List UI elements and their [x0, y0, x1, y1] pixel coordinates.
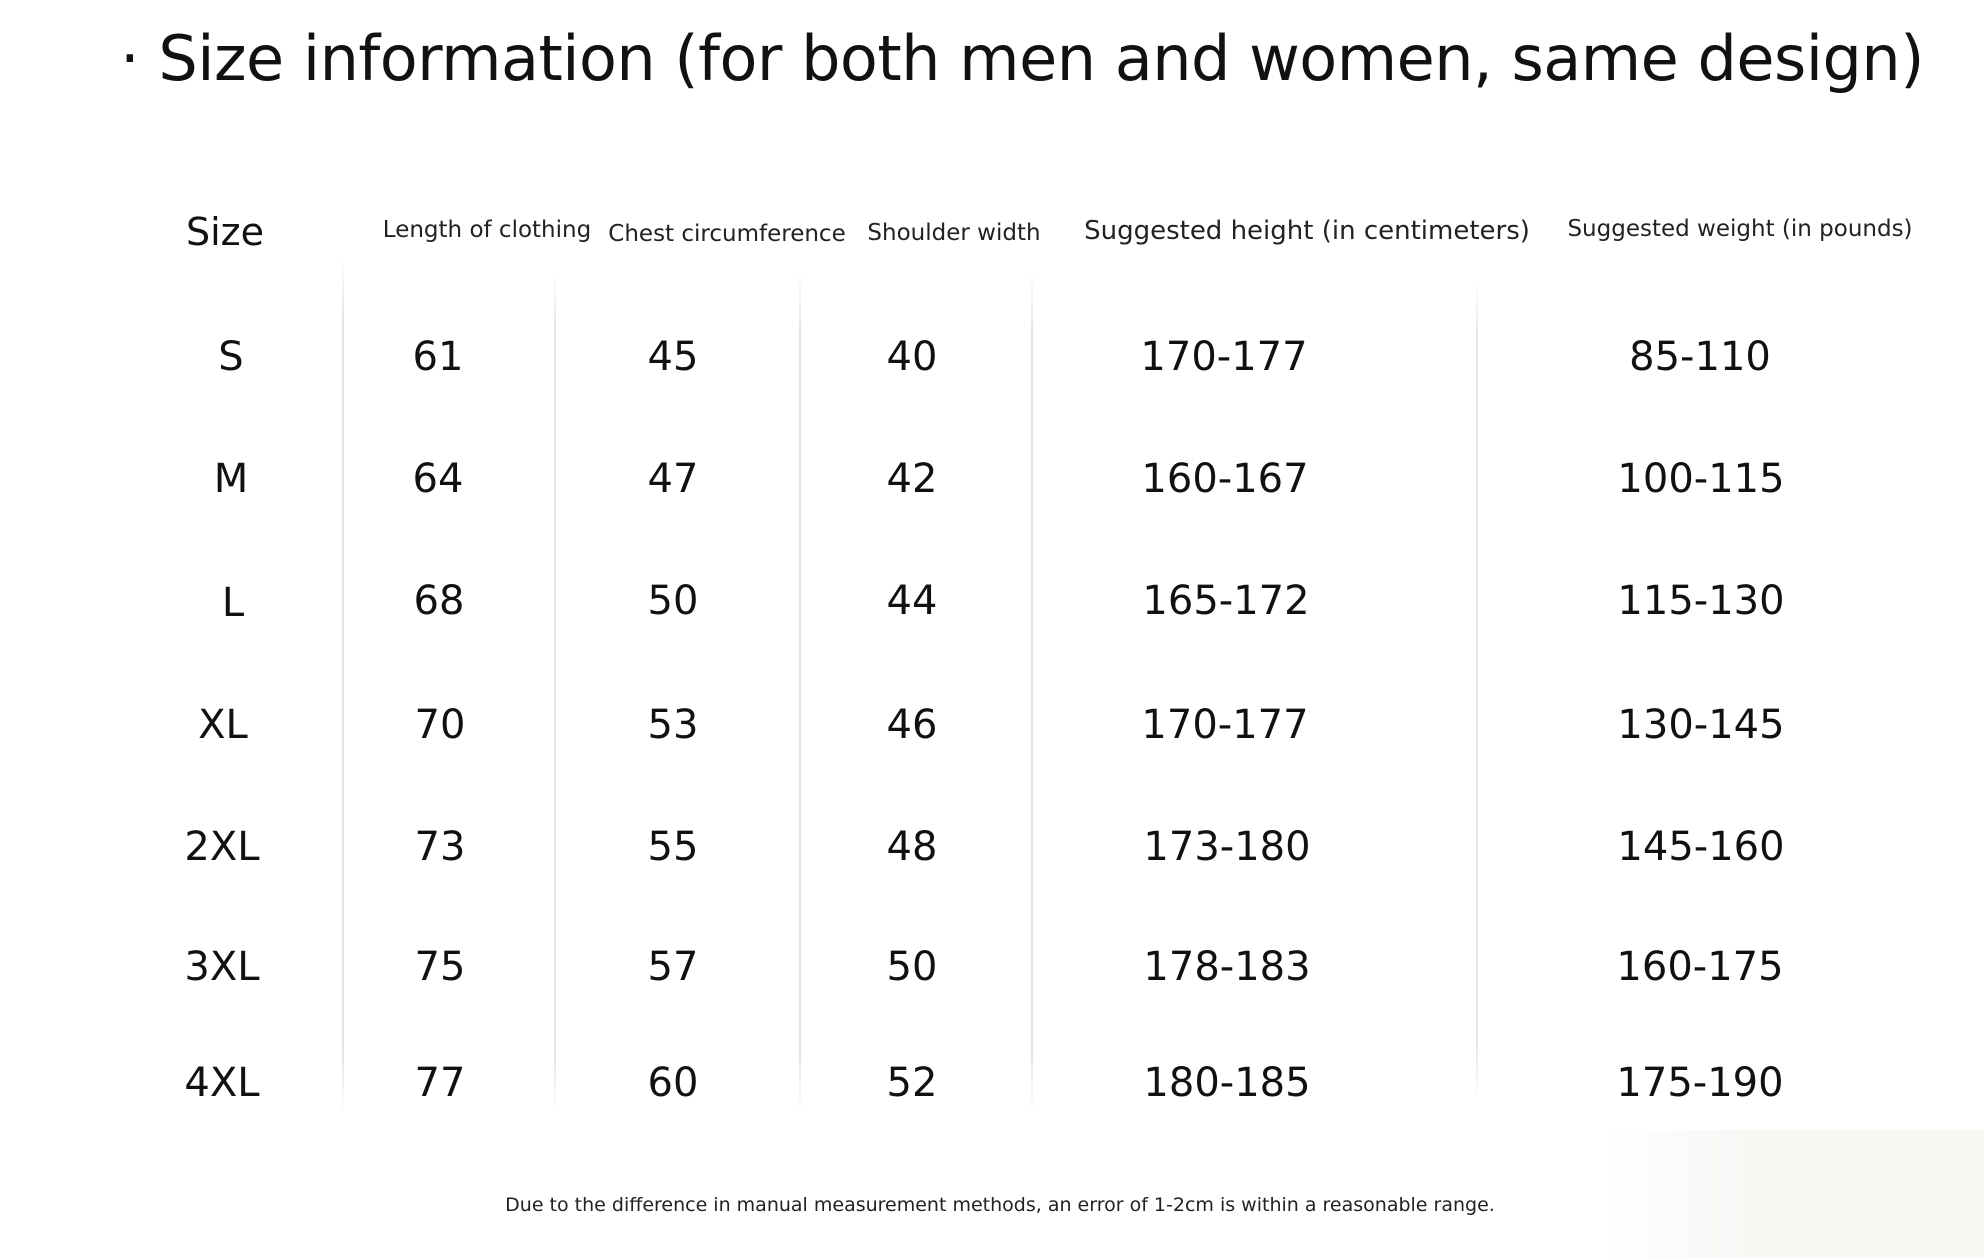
cell-shoulder: 40 [886, 334, 938, 380]
cell-length: 75 [414, 944, 466, 990]
cell-height: 170-177 [1141, 702, 1309, 748]
cell-size: XL [198, 702, 248, 748]
background-shading [1600, 1130, 1984, 1258]
cell-size: L [221, 580, 245, 626]
header-chest: Chest circumference [608, 221, 846, 247]
header-height: Suggested height (in centimeters) [1084, 216, 1530, 246]
cell-size: 3XL [184, 944, 260, 990]
cell-weight: 100-115 [1617, 456, 1785, 502]
header-weight: Suggested weight (in pounds) [1567, 216, 1913, 242]
cell-height: 180-185 [1143, 1060, 1311, 1106]
cell-height: 160-167 [1141, 456, 1309, 502]
cell-chest: 57 [647, 944, 699, 990]
cell-weight: 85-110 [1629, 334, 1771, 380]
cell-length: 64 [412, 456, 464, 502]
cell-height: 170-177 [1140, 334, 1308, 380]
measurement-footnote: Due to the difference in manual measurem… [505, 1194, 1495, 1216]
cell-size: 2XL [184, 824, 260, 870]
page-title: · Size information (for both men and wom… [120, 22, 1924, 95]
cell-length: 70 [414, 702, 466, 748]
column-divider [799, 270, 801, 1115]
cell-chest: 47 [647, 456, 699, 502]
cell-weight: 160-175 [1616, 944, 1784, 990]
cell-size: S [218, 334, 244, 380]
cell-chest: 53 [647, 702, 699, 748]
column-divider [342, 255, 344, 1115]
cell-height: 165-172 [1142, 578, 1310, 624]
header-shoulder: Shoulder width [867, 220, 1041, 246]
cell-size: 4XL [184, 1060, 260, 1106]
cell-shoulder: 52 [886, 1060, 938, 1106]
column-divider [554, 270, 556, 1115]
header-size: Size [185, 210, 265, 254]
cell-size: M [213, 456, 249, 502]
cell-length: 61 [412, 334, 464, 380]
cell-shoulder: 42 [886, 456, 938, 502]
column-divider [1031, 270, 1033, 1115]
cell-shoulder: 44 [886, 578, 938, 624]
column-divider [1476, 280, 1478, 1100]
cell-shoulder: 50 [886, 944, 938, 990]
cell-chest: 55 [647, 824, 699, 870]
cell-shoulder: 48 [886, 824, 938, 870]
cell-length: 73 [414, 824, 466, 870]
cell-weight: 115-130 [1617, 578, 1785, 624]
cell-chest: 50 [647, 578, 699, 624]
cell-length: 68 [413, 578, 465, 624]
cell-chest: 60 [647, 1060, 699, 1106]
cell-height: 173-180 [1143, 824, 1311, 870]
cell-height: 178-183 [1143, 944, 1311, 990]
cell-chest: 45 [647, 334, 699, 380]
cell-length: 77 [414, 1060, 466, 1106]
cell-weight: 130-145 [1617, 702, 1785, 748]
cell-shoulder: 46 [886, 702, 938, 748]
cell-weight: 145-160 [1617, 824, 1785, 870]
header-length: Length of clothing [382, 217, 592, 243]
cell-weight: 175-190 [1616, 1060, 1784, 1106]
